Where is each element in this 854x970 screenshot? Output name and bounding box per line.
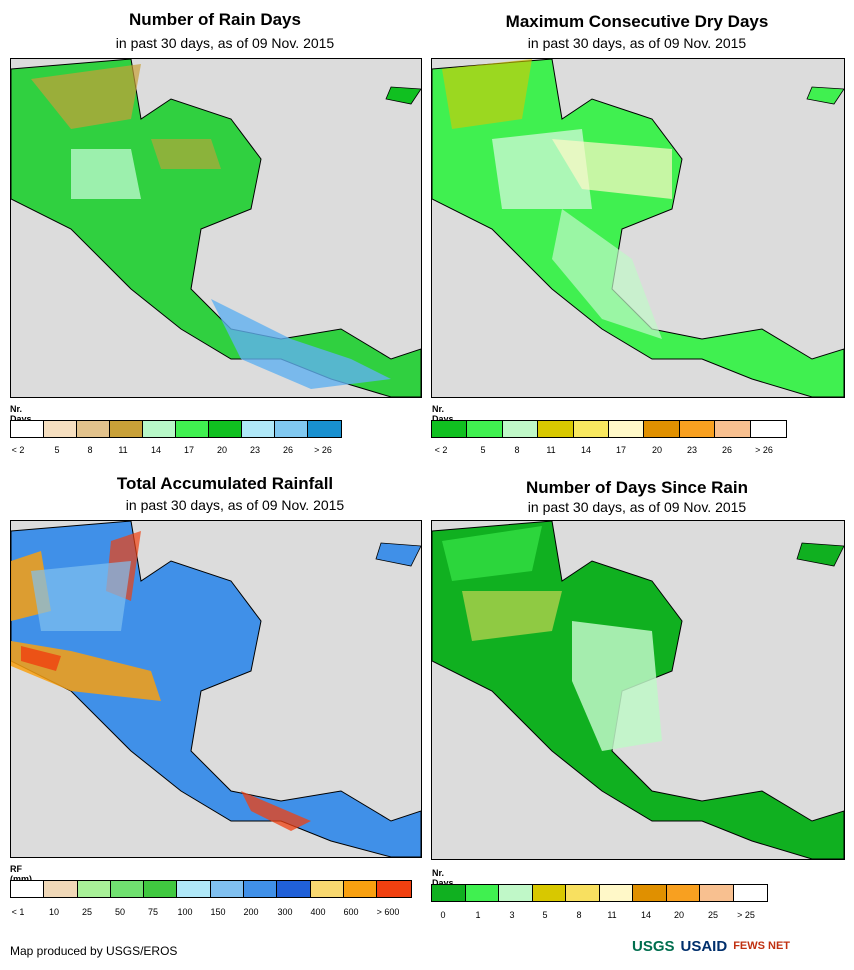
- legend-tick: 5: [542, 910, 548, 920]
- panel-subtitle: in past 30 days, as of 09 Nov. 2015: [527, 35, 747, 51]
- legend-tick: 11: [607, 910, 617, 920]
- panel-subtitle: in past 30 days, as of 09 Nov. 2015: [527, 499, 747, 515]
- legend-bar: [10, 420, 342, 438]
- legend-tick: < 1: [11, 907, 25, 917]
- legend-title: Nr. Days: [432, 868, 454, 888]
- legend-tick: 8: [576, 910, 582, 920]
- legend-tick: 8: [514, 445, 520, 455]
- legend-bar: [431, 420, 787, 438]
- since-rain-map: [431, 520, 845, 860]
- legend-tick: 50: [114, 907, 126, 917]
- legend-tick: 26: [282, 445, 294, 455]
- legend-tick: 20: [673, 910, 685, 920]
- dry-days-map: [431, 58, 845, 398]
- legend-tick: 20: [651, 445, 663, 455]
- legend-tick: 200: [243, 907, 259, 917]
- usgs-logo: USGS: [632, 937, 675, 955]
- legend-tick: 17: [615, 445, 627, 455]
- panel-subtitle: in past 30 days, as of 09 Nov. 2015: [125, 497, 345, 513]
- legend-tick: 0: [440, 910, 446, 920]
- legend-tick: > 26: [755, 445, 773, 455]
- legend-tick: 3: [509, 910, 515, 920]
- agency-logos: USGS USAID FEWS NET: [632, 932, 846, 960]
- legend-tick: 23: [686, 445, 698, 455]
- credit-text: Map produced by USGS/EROS: [10, 944, 178, 958]
- rainfall-map: [10, 520, 422, 858]
- legend-tick: 75: [147, 907, 159, 917]
- legend-tick: 1: [475, 910, 481, 920]
- legend-tick: 150: [210, 907, 226, 917]
- legend-tick: 14: [580, 445, 592, 455]
- legend-tick: 5: [480, 445, 486, 455]
- legend-tick: 5: [54, 445, 60, 455]
- panel-title: Number of Days Since Rain: [525, 478, 748, 497]
- legend-tick: 300: [277, 907, 293, 917]
- legend-tick: 25: [707, 910, 719, 920]
- fews-net-logo: FEWS NET: [733, 940, 791, 952]
- legend-tick: 10: [48, 907, 60, 917]
- legend-tick: 17: [183, 445, 195, 455]
- legend-tick: 20: [216, 445, 228, 455]
- legend-tick: 400: [310, 907, 326, 917]
- legend-tick: > 25: [737, 910, 755, 920]
- legend-tick: > 600: [376, 907, 400, 917]
- legend-tick: 14: [150, 445, 162, 455]
- rain-days-map: [10, 58, 422, 398]
- legend-bar: [10, 880, 412, 898]
- legend-tick: 14: [640, 910, 652, 920]
- legend-tick: 25: [81, 907, 93, 917]
- legend-bar: [431, 884, 768, 902]
- legend-title: RF (mm): [10, 864, 32, 884]
- legend-tick: 8: [87, 445, 93, 455]
- panel-subtitle: in past 30 days, as of 09 Nov. 2015: [115, 35, 335, 51]
- panel-title: Total Accumulated Rainfall: [116, 474, 334, 493]
- legend-tick: 100: [177, 907, 193, 917]
- panel-title: Number of Rain Days: [129, 10, 301, 29]
- legend-title: Nr. Days: [432, 404, 454, 424]
- usaid-logo: USAID: [680, 937, 728, 955]
- legend-title: Nr. Days: [10, 404, 32, 424]
- legend-tick: 11: [118, 445, 128, 455]
- legend-tick: > 26: [314, 445, 332, 455]
- legend-tick: < 2: [11, 445, 25, 455]
- panel-title: Maximum Consecutive Dry Days: [505, 12, 769, 31]
- legend-tick: 600: [343, 907, 359, 917]
- legend-tick: 23: [249, 445, 261, 455]
- legend-tick: 26: [721, 445, 733, 455]
- legend-tick: 11: [546, 445, 556, 455]
- legend-tick: < 2: [434, 445, 448, 455]
